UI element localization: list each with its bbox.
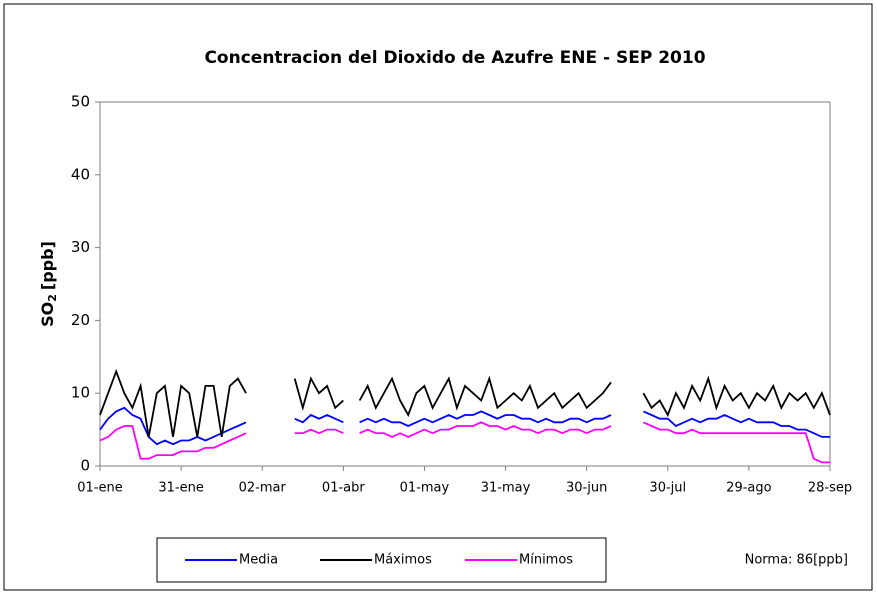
- chart-frame: [3, 3, 873, 591]
- x-tick-label: 29-ago: [726, 481, 771, 496]
- x-tick-label: 30-jul: [649, 481, 686, 496]
- legend-label: Mínimos: [519, 553, 573, 568]
- x-tick-label: 01-abr: [322, 481, 365, 496]
- x-tick-label: 30-jun: [566, 481, 607, 496]
- y-axis-label: SO2 [ppb]: [38, 241, 60, 327]
- legend-label: Media: [239, 553, 278, 568]
- chart-title: Concentracion del Dioxido de Azufre ENE …: [204, 48, 705, 68]
- y-tick-label: 30: [71, 238, 90, 256]
- x-tick-label: 01-ene: [77, 481, 122, 496]
- x-tick-label: 01-may: [400, 481, 450, 496]
- y-tick-label: 0: [80, 457, 90, 475]
- series-line: [99, 406, 830, 446]
- y-label-sub: 2: [46, 294, 59, 302]
- legend-label: Máximos: [374, 553, 432, 568]
- y-tick-label: 40: [71, 165, 90, 183]
- x-tick-label: 31-ene: [158, 481, 203, 496]
- x-tick-label: 28-sep: [808, 481, 852, 496]
- y-label-unit: [ppb]: [38, 241, 57, 290]
- y-label-main: SO: [38, 302, 57, 327]
- series-line: [99, 368, 831, 438]
- x-tick-label: 02-mar: [239, 481, 287, 496]
- x-tick-label: 31-may: [481, 481, 531, 496]
- y-tick-label: 10: [71, 384, 90, 402]
- annotation: Norma: 86[ppb]: [745, 553, 848, 568]
- y-tick-label: 20: [71, 311, 90, 329]
- plot-area: [99, 101, 831, 467]
- y-tick-label: 50: [71, 93, 90, 111]
- series-line: [99, 421, 830, 464]
